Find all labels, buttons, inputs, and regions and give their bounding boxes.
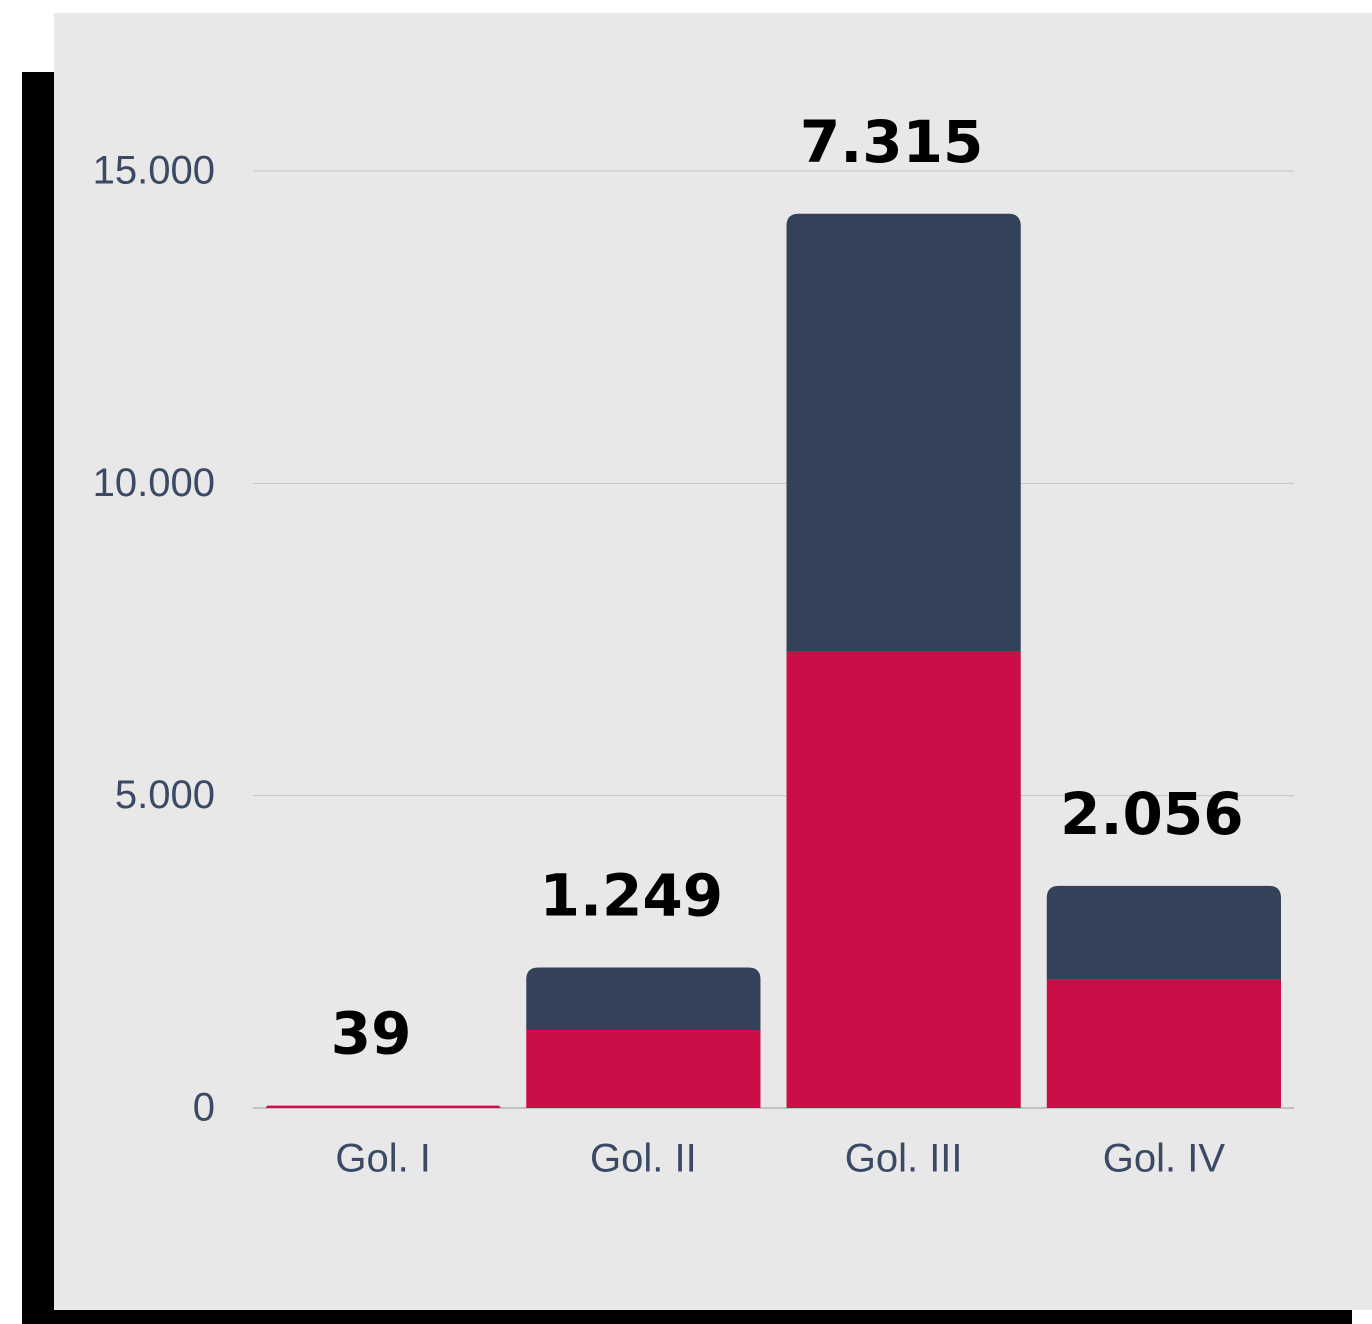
y-tick-label: 0 [193,1086,215,1130]
y-tick-label: 15.000 [93,149,215,193]
x-tick-label: Gol. IV [1103,1137,1226,1181]
value-label: 1.249 [540,862,723,930]
bar-segment [786,213,1021,652]
value-label: 2.056 [1060,780,1243,848]
y-tick-label: 10.000 [93,461,215,505]
bar-segment [1046,885,1281,980]
value-label: 39 [331,1000,412,1068]
bar-segment [526,967,761,1030]
value-label: 7.315 [800,108,983,176]
x-tick-label: Gol. I [335,1137,431,1181]
bar-segment [526,1029,761,1108]
bar-segment [1046,979,1281,1108]
x-tick-label: Gol. II [590,1137,697,1181]
x-tick-label: Gol. III [845,1137,963,1181]
bar-segment [266,1105,501,1108]
bar-segment [786,651,1021,1108]
y-tick-label: 5.000 [115,773,215,817]
panel [54,13,1372,1310]
